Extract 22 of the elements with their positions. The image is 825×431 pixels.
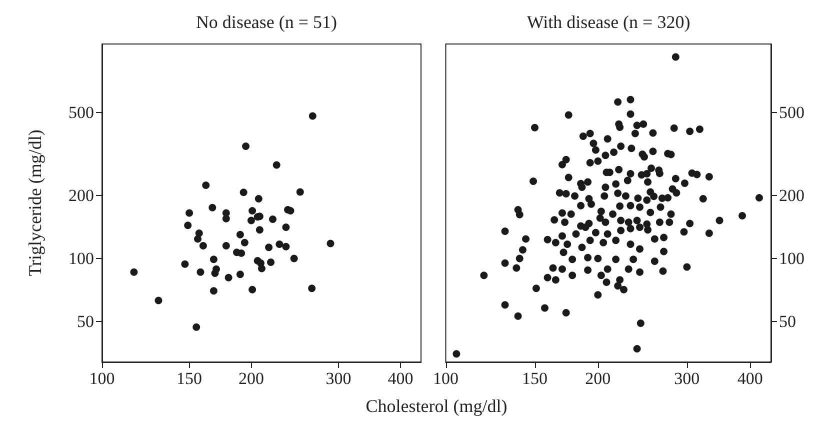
y-tick-label: 100	[779, 248, 804, 268]
x-tick-label: 150	[176, 369, 202, 388]
x-tick-label: 100	[433, 369, 458, 388]
x-tick-label: 300	[326, 369, 352, 388]
y-tick-label: 100	[68, 248, 94, 268]
x-tick-label: 400	[737, 369, 763, 388]
x-tick-label: 400	[388, 369, 414, 388]
x-tick-label: 100	[89, 369, 115, 388]
y-tick-label: 500	[779, 102, 804, 122]
y-tick-label: 50	[77, 312, 94, 331]
chart-title: With disease (n = 320)	[526, 12, 690, 32]
y-tick-label: 50	[779, 312, 796, 331]
y-tick-label: 500	[68, 102, 94, 122]
y-axis-title: Triglyceride (mg/dl)	[25, 130, 45, 276]
chart-title: No disease (n = 51)	[196, 12, 338, 32]
x-axis-title: Cholesterol (mg/dl)	[364, 396, 508, 417]
x-tick-label: 300	[674, 369, 700, 388]
y-tick-label: 200	[779, 186, 804, 206]
x-tick-label: 200	[238, 369, 264, 388]
y-tick-label: 200	[68, 186, 94, 206]
x-tick-label: 150	[522, 369, 548, 388]
x-tick-label: 200	[585, 369, 611, 388]
